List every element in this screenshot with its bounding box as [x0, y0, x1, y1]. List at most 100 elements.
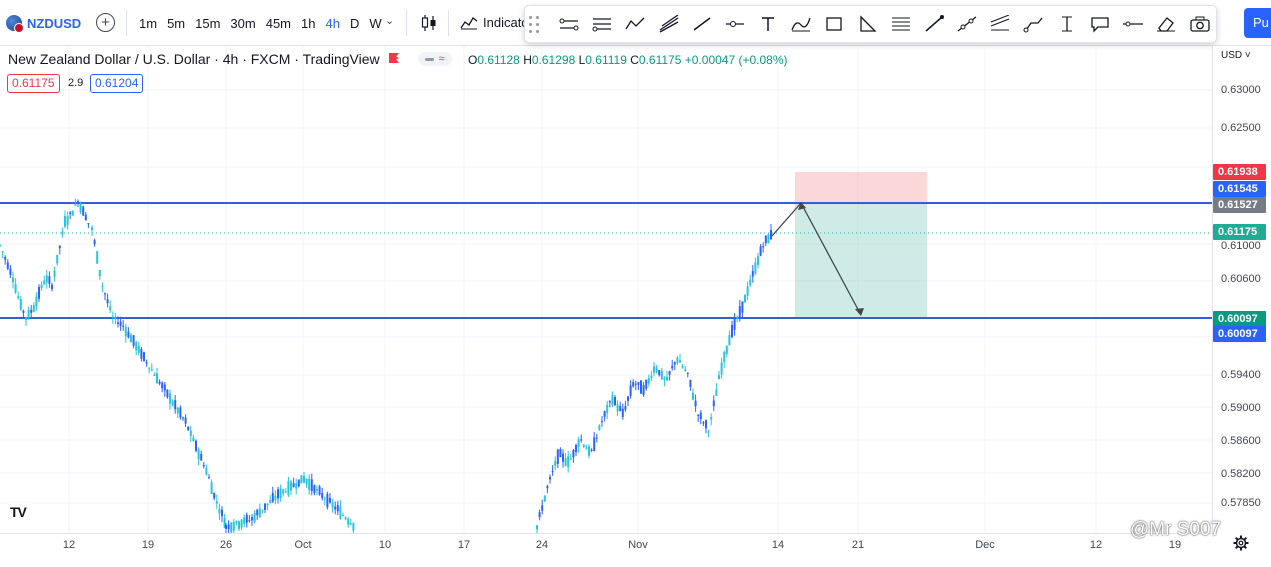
symbol-search-button[interactable]: NZDUSD: [6, 13, 81, 33]
candle-body: [96, 251, 99, 264]
price-tick: 0.58600: [1221, 435, 1261, 447]
toolbar-divider: [126, 10, 127, 36]
entry-price-label: 0.61527: [1213, 197, 1266, 213]
path-icon[interactable]: [1017, 9, 1050, 39]
time-tick: 17: [457, 539, 471, 551]
rectangle-icon[interactable]: [818, 9, 851, 39]
candle-body: [647, 377, 650, 384]
extended-line-icon[interactable]: [951, 9, 984, 39]
interval-30m[interactable]: 30m: [230, 16, 256, 31]
candle-body: [205, 468, 208, 475]
candle-body: [593, 437, 596, 452]
data-status-pill[interactable]: ≈: [418, 52, 452, 66]
triangle-icon[interactable]: [851, 9, 884, 39]
candle-body: [318, 486, 321, 495]
candle-body: [192, 437, 195, 442]
resistance-price-label: 0.61545: [1213, 181, 1266, 197]
candle-body: [40, 284, 43, 289]
currency-selector[interactable]: USD ˅: [1221, 50, 1251, 61]
fib-retracement-icon[interactable]: [884, 9, 917, 39]
candle-body: [300, 475, 303, 484]
trend-line-icon[interactable]: [685, 9, 718, 39]
candle-body: [64, 216, 66, 227]
candle-body: [0, 244, 1, 246]
candle-body: [749, 279, 752, 286]
candle-body: [43, 280, 46, 285]
interval-5m[interactable]: 5m: [167, 16, 186, 31]
candle-body: [245, 514, 248, 523]
interval-1m[interactable]: 1m: [139, 16, 158, 31]
time-axis[interactable]: [0, 533, 1212, 567]
indicators-button[interactable]: Indicato: [460, 14, 529, 30]
arrow-icon[interactable]: [917, 9, 950, 39]
candle-body: [614, 396, 616, 405]
candle-body: [723, 352, 726, 363]
time-tick: 12: [1089, 539, 1103, 551]
candle-body: [187, 426, 190, 431]
candle-body: [637, 382, 640, 385]
tradingview-logo[interactable]: TV: [7, 503, 34, 523]
price-axis[interactable]: [1212, 46, 1271, 537]
candle-body: [182, 417, 184, 419]
text-icon[interactable]: [752, 9, 785, 39]
candle-body: [271, 492, 274, 502]
candle-body: [127, 331, 130, 338]
parallel-channel-icon[interactable]: [552, 9, 585, 39]
candle-body: [104, 293, 106, 295]
interval-1h[interactable]: 1h: [301, 16, 316, 31]
horizontal-ray-icon[interactable]: [718, 9, 751, 39]
symbol-name: NZDUSD: [27, 15, 82, 31]
compare-symbol-button[interactable]: +: [96, 13, 115, 32]
candle-body: [344, 517, 347, 520]
interval-w[interactable]: W: [369, 16, 382, 31]
price-chart[interactable]: [0, 46, 1212, 533]
callout-icon[interactable]: [1083, 9, 1116, 39]
buy-button[interactable]: 0.61204: [90, 74, 144, 93]
gear-icon[interactable]: [1233, 535, 1249, 551]
drag-handle-icon[interactable]: [529, 14, 540, 34]
take-profit-zone[interactable]: [795, 203, 927, 318]
candle-body: [284, 491, 287, 493]
candle-body: [122, 325, 125, 327]
horizontal-line-icon[interactable]: [1117, 9, 1150, 39]
candle-body: [174, 400, 177, 410]
brush-icon[interactable]: [785, 9, 818, 39]
time-tick: 24: [535, 539, 549, 551]
chevron-down-icon[interactable]: ⌄: [385, 15, 395, 27]
interval-4h[interactable]: 4h: [325, 16, 340, 31]
regression-trend-icon[interactable]: [984, 9, 1017, 39]
candle-body: [9, 268, 12, 275]
price-range-icon[interactable]: [1050, 9, 1083, 39]
candle-body: [305, 479, 308, 485]
currency-label: USD: [1221, 50, 1243, 61]
candle-body: [705, 420, 707, 429]
candle-body: [256, 509, 259, 516]
candle-body: [279, 488, 282, 498]
zigzag-icon[interactable]: [619, 9, 652, 39]
candle-body: [619, 406, 622, 411]
sell-button[interactable]: 0.61175: [7, 74, 60, 93]
camera-icon[interactable]: [1183, 9, 1216, 39]
candle-body: [634, 383, 637, 385]
time-tick: Oct: [294, 539, 312, 551]
candle-body: [266, 503, 269, 506]
candle-body: [148, 367, 151, 369]
interval-15m[interactable]: 15m: [195, 16, 221, 31]
stop-loss-zone[interactable]: [795, 172, 927, 203]
candle-body: [6, 262, 9, 269]
candles-icon[interactable]: [420, 14, 438, 32]
arrow-head-icon: [855, 308, 864, 316]
flag-icon[interactable]: [389, 53, 399, 63]
pitchfork-icon[interactable]: [652, 9, 685, 39]
disjoint-channel-icon[interactable]: [586, 9, 619, 39]
candle-body: [595, 437, 598, 439]
eraser-icon[interactable]: [1150, 9, 1183, 39]
candle-body: [707, 431, 710, 433]
interval-45m[interactable]: 45m: [265, 16, 292, 31]
candle-body: [588, 446, 590, 456]
publish-button[interactable]: Pu: [1244, 8, 1271, 38]
interval-d[interactable]: D: [349, 16, 360, 31]
candle-body: [759, 246, 762, 256]
candle-body: [202, 465, 205, 467]
candle-body: [538, 512, 541, 518]
